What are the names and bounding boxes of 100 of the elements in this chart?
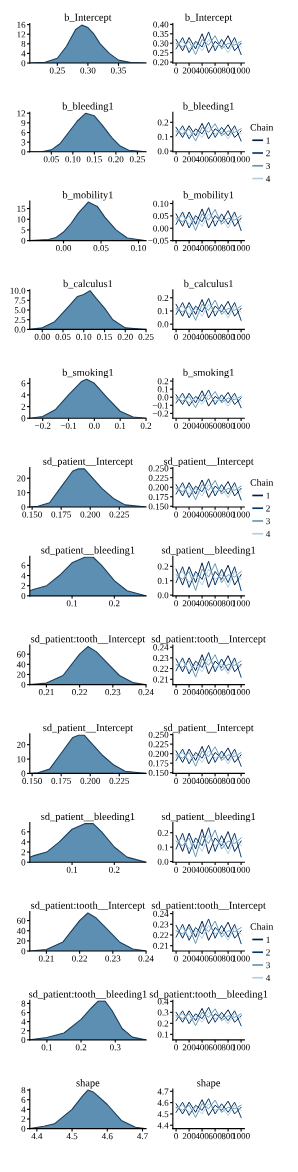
x-tick-label: 0.1 [114, 422, 126, 429]
x-tick-label: 600 [208, 955, 222, 962]
y-tick-label: 0.25 [153, 49, 169, 56]
y-tick-label: 8 [21, 1000, 26, 1007]
chart-title: shape [197, 1079, 221, 1089]
chart-title: b_calculus1 [63, 279, 113, 289]
y-tick-label: 5 [21, 227, 26, 234]
y-tick-label: 0.2 [157, 563, 169, 570]
y-tick-label: 8 [21, 1087, 26, 1094]
y-tick-label: 4.4 [157, 1122, 169, 1129]
x-tick-label: 400 [195, 333, 209, 340]
chart-title: sd_patient:tooth__Intercept [151, 901, 266, 911]
y-tick-label: −0.2 [152, 410, 169, 417]
legend-label: 4 [265, 974, 271, 981]
x-tick-label: 200 [182, 866, 196, 873]
y-tick-label: 4 [21, 839, 26, 846]
chart-title: b_calculus1 [183, 279, 233, 289]
y-tick-label: 0.30 [153, 40, 169, 47]
chart-title: b_bleeding1 [62, 102, 114, 112]
x-tick-label: 0 [174, 511, 178, 518]
x-tick-label: 600 [208, 333, 222, 340]
chart-title: sd_patient__bleeding1 [41, 546, 135, 556]
y-tick-label: 16 [17, 21, 26, 28]
y-tick-label: 20 [17, 938, 26, 945]
chart-title: sd_patient:tooth__bleeding1 [29, 990, 147, 1000]
line-series [175, 568, 242, 588]
chart-title: b_bleeding1 [182, 102, 234, 112]
x-tick-label: 800 [221, 1133, 235, 1140]
x-tick-label: 400 [195, 422, 209, 429]
x-tick-label: 0.23 [105, 955, 121, 962]
legend-title: Chain [250, 123, 274, 131]
x-tick-label: 0.24 [138, 689, 154, 696]
y-tick-label: 4.5 [157, 1111, 169, 1118]
y-tick-label: 3 [21, 139, 26, 146]
y-tick-label: 0 [21, 948, 26, 955]
x-tick-label: 0.2 [75, 1044, 87, 1051]
chart-title: sd_patient__bleeding1 [41, 812, 135, 823]
y-tick-label: 2 [21, 1027, 26, 1034]
x-tick-label: 0.22 [72, 955, 88, 962]
y-tick-label: 0.0 [157, 858, 169, 865]
y-tick-label: 0 [21, 681, 26, 688]
chart-title: sd_patient__Intercept [43, 723, 133, 734]
x-tick-label: 200 [182, 689, 196, 696]
y-tick-label: −0.1 [152, 402, 169, 409]
x-tick-label: 0.200 [80, 777, 101, 784]
y-tick-label: 0.40 [153, 21, 169, 28]
x-tick-label: 0.25 [49, 67, 65, 74]
y-tick-label: 0.2 [157, 294, 169, 302]
legend-label: 4 [265, 530, 271, 537]
y-tick-label: 0.200 [148, 484, 169, 491]
x-tick-label: 0 [174, 689, 178, 696]
x-tick-label: 600 [208, 689, 222, 696]
line-series [175, 213, 242, 229]
x-tick-label: 600 [208, 245, 222, 252]
y-tick-label: 4 [21, 50, 26, 57]
chart-title: sd_patient__Intercept [163, 457, 254, 467]
chart-title: b_Intercept [64, 13, 112, 23]
x-tick-label: 200 [182, 333, 196, 340]
x-tick-label: 0 [174, 955, 178, 962]
x-tick-label: 0 [174, 777, 178, 784]
y-tick-label: 2 [21, 1116, 26, 1123]
x-tick-label: 0 [174, 1133, 178, 1140]
y-tick-label: 0.175 [148, 760, 169, 767]
x-tick-label: 0.20 [108, 156, 124, 163]
y-tick-label: 10 [17, 756, 26, 763]
y-tick-label: 20 [17, 671, 26, 678]
y-tick-label: 40 [16, 927, 26, 934]
y-tick-label: 0 [21, 1125, 26, 1132]
x-tick-label: 0 [174, 67, 178, 74]
y-tick-label: 0.0 [157, 321, 169, 328]
chart-title: b_Intercept [184, 13, 233, 23]
x-tick-label: 600 [208, 422, 222, 429]
y-tick-label: 5.0 [14, 307, 26, 314]
x-tick-label: 200 [182, 511, 196, 518]
legend-label: 4 [265, 175, 271, 182]
x-tick-label: 0.21 [38, 689, 54, 696]
y-tick-label: 0.22 [153, 932, 169, 939]
chart-title: sd_patient:tooth__Intercept [31, 635, 146, 645]
x-tick-label: 600 [208, 67, 222, 74]
y-tick-label: 0 [21, 415, 26, 422]
y-tick-label: 4.7 [157, 1088, 169, 1095]
y-tick-label: 4.6 [157, 1099, 169, 1106]
chart-title: sd_patient:tooth__Intercept [151, 635, 266, 645]
y-tick-label: 4 [21, 392, 26, 399]
y-tick-label: 60 [16, 651, 26, 658]
y-tick-label: 20 [17, 475, 26, 482]
y-tick-label: 0.0 [14, 326, 26, 333]
y-tick-label: 40 [16, 661, 26, 668]
legend-label: 1 [266, 492, 270, 499]
x-tick-label: 200 [182, 1044, 196, 1051]
y-tick-label: 0.20 [153, 59, 169, 66]
y-tick-label: 6 [21, 1096, 26, 1103]
legend-label: 3 [266, 162, 270, 170]
y-tick-label: 0 [21, 237, 26, 244]
x-tick-label: 0.22 [72, 689, 88, 696]
x-tick-label: 4.4 [31, 1133, 43, 1140]
y-tick-label: 0.05 [153, 213, 169, 220]
y-tick-label: 0.00 [153, 225, 169, 232]
legend-label: 3 [266, 518, 270, 525]
legend-title: Chain [250, 478, 274, 486]
